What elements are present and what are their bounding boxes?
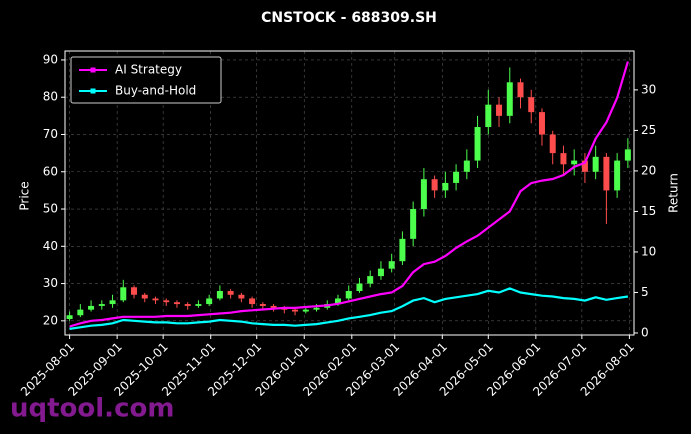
candle-body	[528, 97, 535, 113]
candle-body	[313, 307, 320, 310]
y-tick-label: 50	[43, 202, 58, 216]
y-tick-label: 70	[43, 127, 58, 141]
y2-tick-label: 15	[641, 204, 656, 218]
line-series	[69, 61, 629, 328]
candle-body	[249, 298, 256, 305]
candle-body	[292, 309, 299, 312]
candle-body	[131, 287, 138, 295]
candle-body	[453, 171, 460, 183]
candle-body	[517, 82, 524, 98]
candle-body	[571, 160, 578, 165]
candle-body	[474, 127, 481, 161]
y2-tick-label: 20	[641, 163, 656, 177]
y-tick-label: 60	[43, 164, 58, 178]
candle-body	[581, 160, 588, 172]
candle-body	[560, 153, 567, 165]
candle-body	[420, 179, 427, 210]
candle-body	[506, 82, 513, 116]
candle-body	[345, 291, 352, 299]
candle-body	[77, 309, 84, 316]
candle-body	[184, 304, 191, 306]
legend-marker	[90, 67, 96, 73]
y-tick-label: 80	[43, 90, 58, 104]
legend-box	[70, 56, 222, 104]
candle-body	[388, 261, 395, 269]
candle-body	[302, 309, 309, 312]
candle-body	[120, 287, 127, 301]
candle-body	[270, 305, 277, 308]
y2-tick-label: 10	[641, 244, 656, 258]
y-axis-label: Price	[18, 181, 32, 210]
candle-body	[98, 304, 105, 306]
watermark: uqtool.com	[10, 394, 174, 424]
candle-body	[442, 182, 449, 191]
candle-body	[485, 104, 492, 128]
candle-body	[206, 298, 213, 305]
plot-frame	[64, 50, 635, 336]
candle-body	[614, 160, 621, 191]
candle-body	[227, 291, 234, 295]
candle-body	[367, 276, 374, 284]
candle-body	[88, 305, 95, 310]
candle-body	[377, 268, 384, 277]
legend-label: AI Strategy	[115, 63, 182, 77]
candle-body	[195, 304, 202, 306]
y2-tick-label: 30	[641, 82, 656, 96]
candle-body	[549, 134, 556, 154]
candle-body	[399, 238, 406, 262]
candle-body	[141, 294, 148, 299]
chart-title: CNSTOCK - 688309.SH	[261, 10, 437, 26]
candle-body	[173, 302, 180, 305]
candle-body	[66, 315, 73, 319]
y2-axis-label: Return	[667, 173, 681, 213]
candle-body	[592, 156, 599, 172]
candle-body	[334, 298, 341, 305]
y-tick-label: 90	[43, 52, 58, 66]
legend-label: Buy-and-Hold	[115, 84, 196, 98]
candle-body	[624, 149, 631, 161]
candle-body	[356, 283, 363, 292]
candle-body	[238, 294, 245, 299]
candle-body	[410, 209, 417, 239]
candle-body	[109, 300, 116, 305]
legend-marker	[90, 88, 96, 94]
candle-body	[431, 179, 438, 191]
candle-body	[163, 300, 170, 303]
y-tick-label: 40	[43, 239, 58, 253]
candle-body	[538, 112, 545, 135]
candle-body	[259, 304, 266, 306]
line-series	[69, 287, 629, 330]
y2-tick-label: 0	[641, 325, 649, 339]
y2-tick-label: 5	[641, 285, 649, 299]
legend: AI Strategy Buy-and-Hold	[70, 56, 222, 104]
candle-body	[463, 160, 470, 172]
candle-body	[496, 104, 503, 116]
candle-body	[152, 298, 159, 301]
y-tick-label: 20	[43, 313, 58, 327]
y-tick-label: 30	[43, 276, 58, 290]
y2-tick-label: 25	[641, 123, 656, 137]
candle-body	[603, 156, 610, 191]
candle-body	[216, 291, 223, 299]
